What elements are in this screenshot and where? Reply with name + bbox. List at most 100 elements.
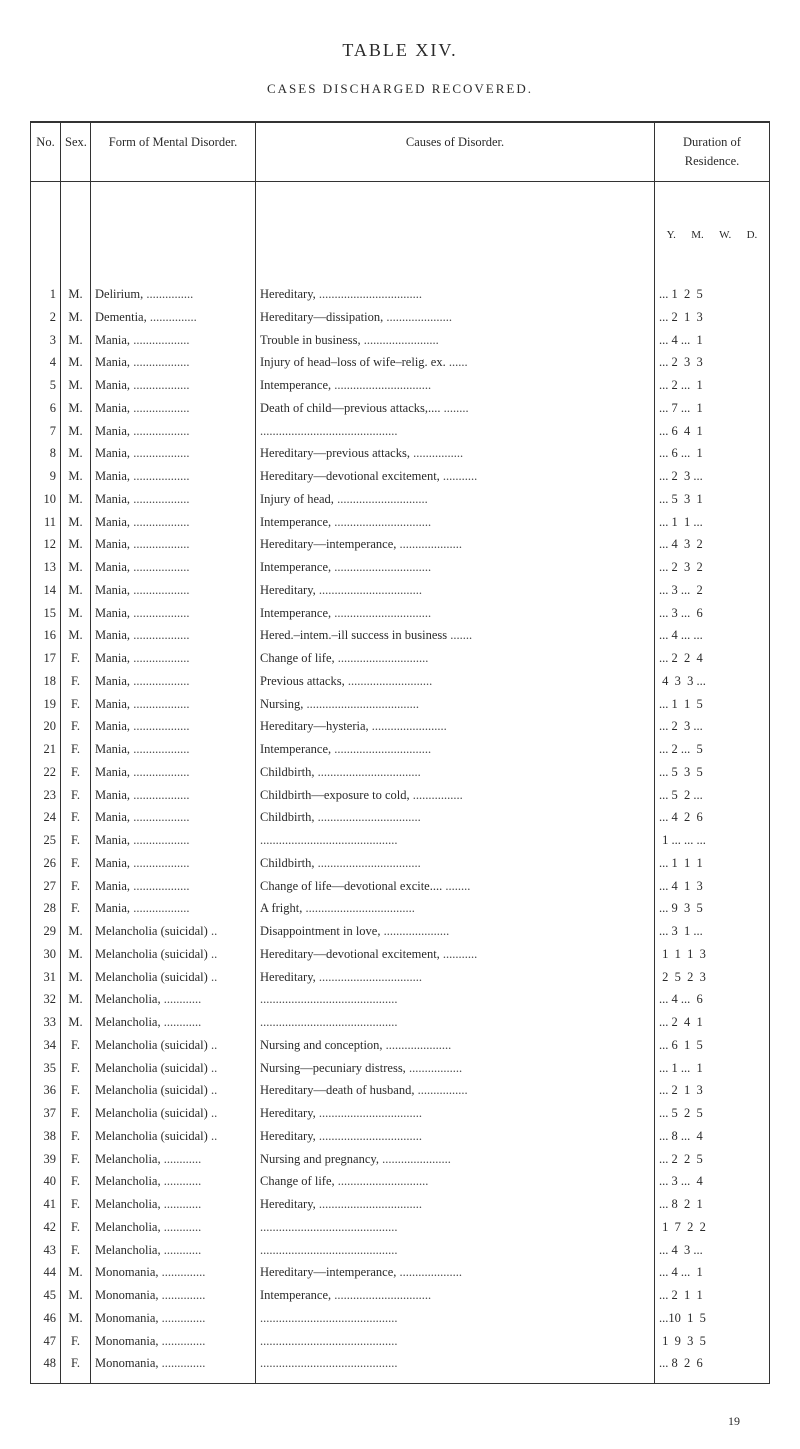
cell-sex: M.	[61, 374, 91, 397]
cell-no: 4	[31, 351, 61, 374]
cell-sex: F.	[61, 897, 91, 920]
cell-sex: F.	[61, 738, 91, 761]
cell-cause: Nursing, ...............................…	[256, 693, 655, 716]
cell-cause: Change of life, ........................…	[256, 1170, 655, 1193]
cell-no: 23	[31, 784, 61, 807]
cell-form: Mania, ..................	[91, 374, 256, 397]
cell-no: 47	[31, 1330, 61, 1353]
cell-duration: 1 1 1 3	[655, 943, 770, 966]
cell-cause: Intemperance, ..........................…	[256, 556, 655, 579]
cell-duration: ... 2 ... 5	[655, 738, 770, 761]
cell-no: 33	[31, 1011, 61, 1034]
cell-duration: ... 7 ... 1	[655, 397, 770, 420]
cell-no: 34	[31, 1034, 61, 1057]
cell-duration: ... 1 ... 1	[655, 1057, 770, 1080]
cell-sex: F.	[61, 1079, 91, 1102]
cell-no: 11	[31, 511, 61, 534]
cell-no: 2	[31, 306, 61, 329]
cell-form: Monomania, ..............	[91, 1261, 256, 1284]
cell-cause: ........................................…	[256, 420, 655, 443]
cell-cause: Nursing—pecuniary distress, ............…	[256, 1057, 655, 1080]
table-row: 36F.Melancholia (suicidal) ..Hereditary—…	[31, 1079, 770, 1102]
cell-form: Dementia, ...............	[91, 306, 256, 329]
cell-sex: M.	[61, 602, 91, 625]
cell-duration: ... 2 3 ...	[655, 715, 770, 738]
cell-cause: Intemperance, ..........................…	[256, 511, 655, 534]
cell-form: Melancholia (suicidal) ..	[91, 943, 256, 966]
cell-no: 6	[31, 397, 61, 420]
cell-cause: Hereditary—devotional excitement, ......…	[256, 943, 655, 966]
cell-no: 3	[31, 329, 61, 352]
cell-form: Mania, ..................	[91, 738, 256, 761]
cell-no: 32	[31, 988, 61, 1011]
cell-cause: ........................................…	[256, 1330, 655, 1353]
table-row: 10M.Mania, ..................Injury of h…	[31, 488, 770, 511]
cell-duration: ... 5 2 ...	[655, 784, 770, 807]
cell-duration: ... 2 2 4	[655, 647, 770, 670]
cell-cause: ........................................…	[256, 1239, 655, 1262]
cell-cause: Childbirth—exposure to cold, ...........…	[256, 784, 655, 807]
cell-cause: Trouble in business, ...................…	[256, 329, 655, 352]
cell-duration: ... 8 2 6	[655, 1352, 770, 1383]
cell-no: 24	[31, 806, 61, 829]
cell-sex: M.	[61, 420, 91, 443]
cell-duration: ... 6 4 1	[655, 420, 770, 443]
cell-form: Melancholia (suicidal) ..	[91, 966, 256, 989]
table-row: 37F.Melancholia (suicidal) ..Hereditary,…	[31, 1102, 770, 1125]
cell-sex: M.	[61, 943, 91, 966]
cell-no: 27	[31, 875, 61, 898]
table-row: 24F.Mania, ..................Childbirth,…	[31, 806, 770, 829]
table-row: 17F.Mania, ..................Change of l…	[31, 647, 770, 670]
table-row: 2M.Dementia, ...............Hereditary—d…	[31, 306, 770, 329]
cell-sex: M.	[61, 966, 91, 989]
cell-form: Melancholia (suicidal) ..	[91, 1079, 256, 1102]
cell-form: Mania, ..................	[91, 852, 256, 875]
cell-form: Mania, ..................	[91, 897, 256, 920]
cell-sex: M.	[61, 488, 91, 511]
cell-duration: ... 4 ... ...	[655, 624, 770, 647]
cell-cause: Hereditary—devotional excitement, ......…	[256, 465, 655, 488]
table-row: 4M.Mania, ..................Injury of he…	[31, 351, 770, 374]
col-header-duration: Duration of Residence.	[655, 122, 770, 181]
cell-form: Melancholia (suicidal) ..	[91, 1102, 256, 1125]
table-row: 5M.Mania, ..................Intemperance…	[31, 374, 770, 397]
table-row: 46M.Monomania, .............. ..........…	[31, 1307, 770, 1330]
cell-sex: M.	[61, 351, 91, 374]
cell-no: 38	[31, 1125, 61, 1148]
cell-sex: M.	[61, 511, 91, 534]
table-row: 16M.Mania, ..................Hered.–inte…	[31, 624, 770, 647]
cell-sex: F.	[61, 875, 91, 898]
cell-sex: F.	[61, 806, 91, 829]
cell-cause: Hereditary, ............................…	[256, 966, 655, 989]
cell-duration: ... 6 ... 1	[655, 442, 770, 465]
cell-form: Mania, ..................	[91, 465, 256, 488]
page-subtitle: CASES DISCHARGED RECOVERED.	[30, 81, 770, 97]
col-header-sex: Sex.	[61, 122, 91, 181]
cell-sex: F.	[61, 1170, 91, 1193]
cell-duration: ... 2 3 3	[655, 351, 770, 374]
cell-sex: M.	[61, 465, 91, 488]
dur-sub-y: Y.	[667, 227, 676, 244]
cell-cause: Childbirth, ............................…	[256, 852, 655, 875]
cell-sex: F.	[61, 829, 91, 852]
cell-form: Mania, ..................	[91, 761, 256, 784]
table-row: 40F.Melancholia, ............Change of l…	[31, 1170, 770, 1193]
cell-cause: Hereditary, ............................…	[256, 1125, 655, 1148]
cell-duration: ... 2 1 3	[655, 1079, 770, 1102]
table-row: 48F.Monomania, .............. ..........…	[31, 1352, 770, 1383]
cell-duration: ... 8 2 1	[655, 1193, 770, 1216]
cell-sex: M.	[61, 556, 91, 579]
cell-sex: M.	[61, 442, 91, 465]
cell-form: Mania, ..................	[91, 784, 256, 807]
cell-sex: F.	[61, 1148, 91, 1171]
cell-no: 39	[31, 1148, 61, 1171]
cell-cause: Hereditary—previous attacks, ...........…	[256, 442, 655, 465]
cell-sex: M.	[61, 624, 91, 647]
cell-sex: M.	[61, 920, 91, 943]
cell-cause: Hered.–intem.–ill success in business ..…	[256, 624, 655, 647]
cell-form: Delirium, ...............	[91, 283, 256, 306]
cell-duration: ... 6 1 5	[655, 1034, 770, 1057]
cell-no: 18	[31, 670, 61, 693]
cell-duration: ... 1 1 5	[655, 693, 770, 716]
cell-form: Mania, ..................	[91, 533, 256, 556]
